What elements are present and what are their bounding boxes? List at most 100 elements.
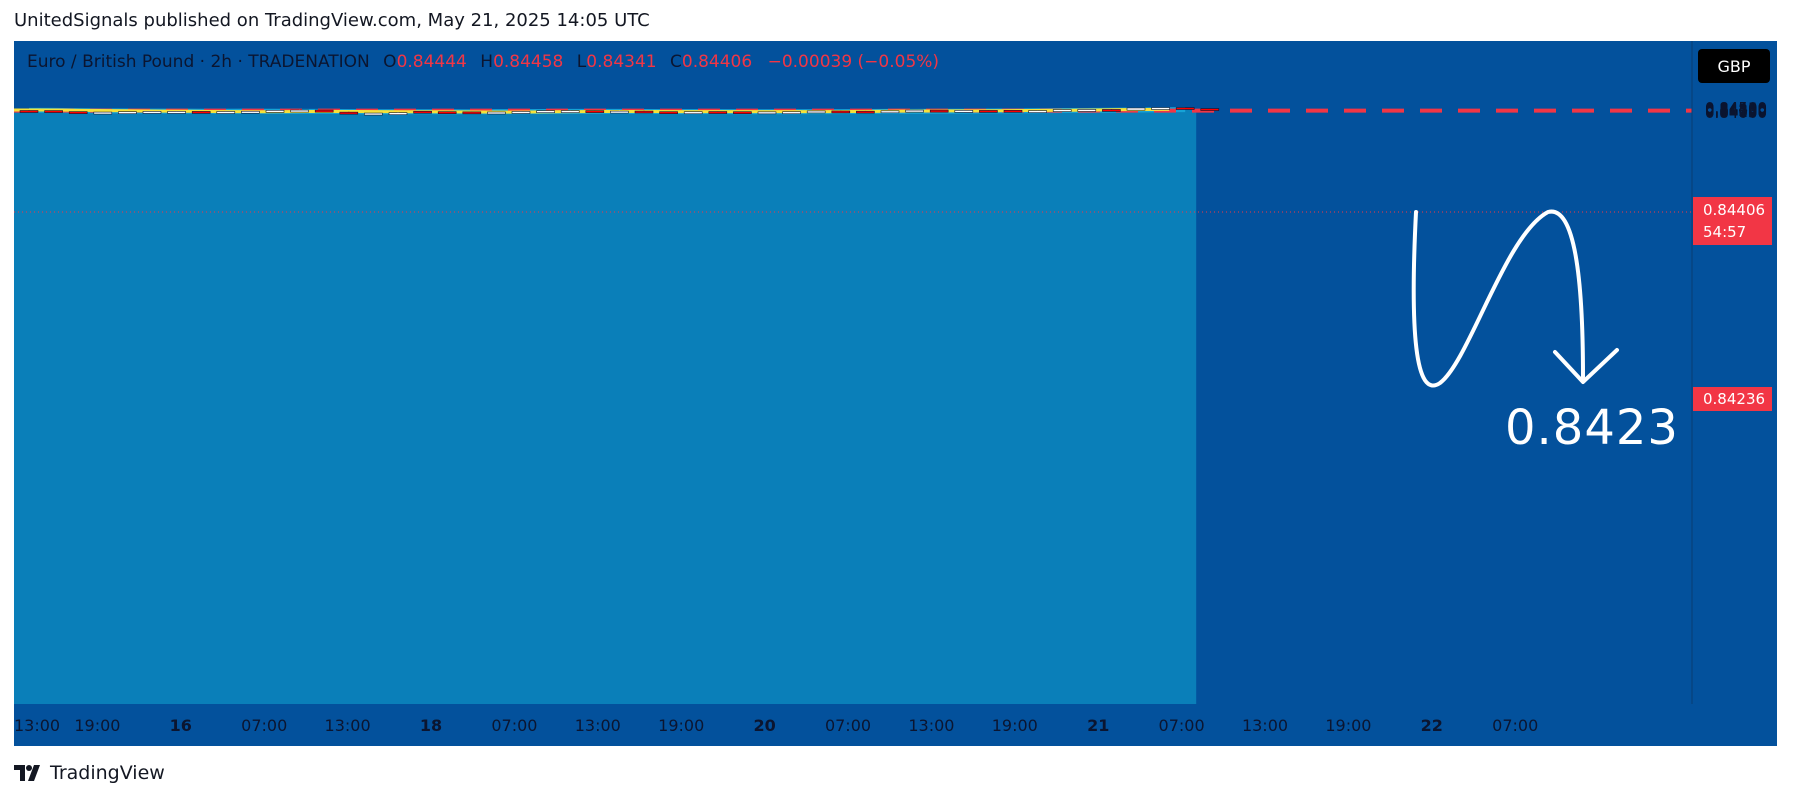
candle-body [118,111,137,114]
candle-body [610,110,629,114]
candle-body [68,111,88,114]
y-tick-label: 0.84050 [1705,104,1767,122]
candle-body [782,111,801,115]
y-tick-label: 0.84200 [1705,102,1767,120]
y-tick-label: 0.84250 [1705,102,1767,120]
x-tick-label: 13:00 [14,716,60,735]
currency-button[interactable]: GBP [1698,49,1770,83]
candle [1175,107,1195,110]
last-price-tag: 0.84406 54:57 [1693,197,1772,245]
candle-body [659,111,678,115]
candle-body [167,111,186,114]
candle-body [1052,109,1072,112]
candle [191,111,211,114]
candle-body [487,111,506,115]
candle [1003,109,1023,113]
candle [339,111,359,115]
candle-body [142,111,162,114]
low-value: 0.84341 [586,52,657,72]
candle [1126,107,1146,111]
x-tick-label: 19:00 [1325,716,1371,735]
y-tick-label: 0.84100 [1705,103,1767,121]
y-tick-label: 0.84500 [1705,99,1767,117]
candle-body [1151,107,1170,110]
candle-body [856,110,875,114]
candle-body [241,110,260,114]
projection-arrowhead [1553,348,1619,384]
candle-body [560,110,580,113]
candle-body [1077,109,1097,112]
candle [782,111,801,115]
x-tick-label: 13:00 [908,716,954,735]
candle-body [388,112,408,115]
candle-body [954,110,974,113]
x-tick-label: 16 [170,716,192,735]
x-tick-label: 19:00 [992,716,1038,735]
candle-body [683,111,703,115]
candle-body [437,111,457,114]
high-value: 0.84458 [493,52,564,72]
candle-body [290,109,309,113]
candle [511,111,531,114]
brand-logo[interactable]: TradingView [14,762,165,784]
symbol-info[interactable]: Euro / British Pound · 2h · TRADENATION … [27,52,939,72]
x-tick-label: 13:00 [575,716,621,735]
candle-body [1003,109,1023,113]
last-price-value: 0.84406 [1703,201,1766,219]
candle-body [536,110,555,113]
candle-body [364,112,383,116]
candle-body [733,111,752,115]
x-tick-label: 19:00 [74,716,120,735]
y-tick-label: 0.84400 [1705,100,1767,118]
x-tick-label: 21 [1087,716,1109,735]
candle-body [216,111,236,114]
candle [437,111,457,114]
x-tick-label: 07:00 [1492,716,1538,735]
candle-body [462,111,482,115]
candle-body [1028,110,1047,113]
candle [880,110,900,114]
x-tick-label: 13:00 [1242,716,1288,735]
candle-body [413,110,432,114]
candle [634,110,654,114]
candle [683,111,703,115]
candle-body [1200,108,1220,111]
y-tick-label: 0.84350 [1705,101,1767,119]
x-tick-label: 13:00 [325,716,371,735]
candle-body [339,111,359,115]
candle [1102,109,1121,112]
y-tick-label: 0.84300 [1705,101,1767,119]
candle-body [880,110,900,114]
candle [487,111,506,115]
candle [44,110,63,113]
candle [1200,108,1220,111]
candle [610,110,629,114]
open-label: O [383,52,397,72]
high-label: H [480,52,494,72]
candle [560,110,580,113]
candle [905,109,924,113]
candle [856,110,875,114]
candle [806,110,826,114]
candle-body [1102,109,1121,112]
bar-countdown: 54:57 [1703,223,1747,241]
candle [929,109,949,113]
candle [118,111,137,114]
candle-body [511,111,531,114]
x-tick-label: 07:00 [825,716,871,735]
low-label: L [576,52,587,72]
candle [462,111,482,115]
candle [364,112,383,116]
close-value: 0.84406 [681,52,753,72]
x-tick-label: 22 [1421,716,1443,735]
candle [142,111,162,114]
candle-body [757,111,777,115]
candle-body [1126,107,1146,111]
candle-body [93,111,113,115]
candle [733,111,752,115]
candle [68,111,88,114]
candle-body [44,110,63,113]
publish-info: UnitedSignals published on TradingView.c… [14,10,650,31]
y-tick-label: 0.84450 [1705,100,1767,118]
